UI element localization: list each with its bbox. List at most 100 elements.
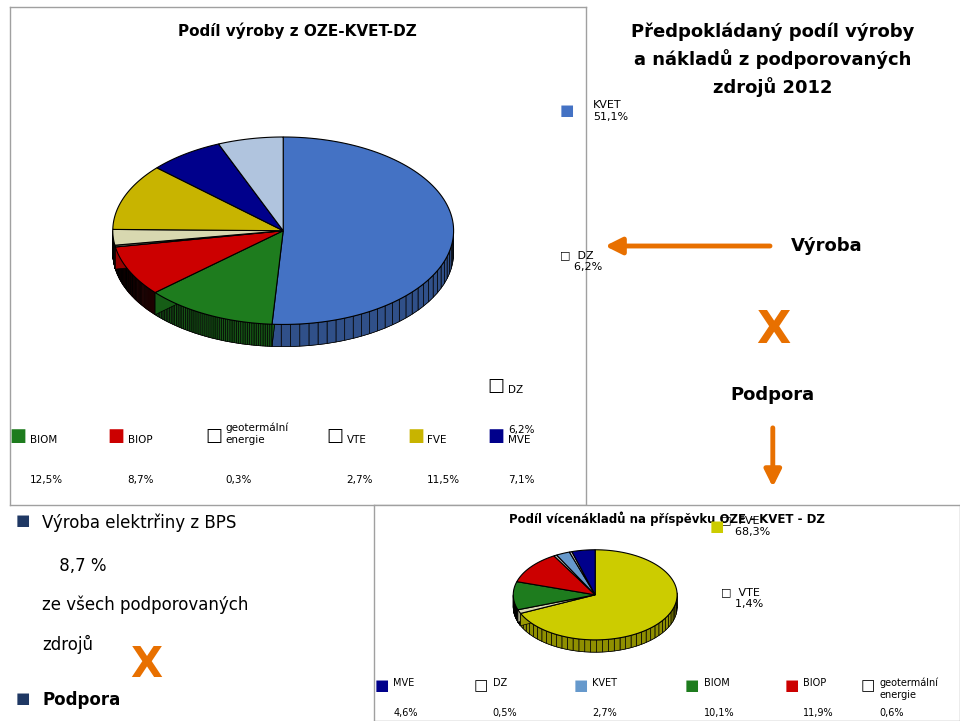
- Polygon shape: [626, 635, 631, 649]
- Text: ze všech podporovaných: ze všech podporovaných: [42, 596, 249, 614]
- Text: ■: ■: [15, 513, 30, 528]
- Text: BIOP: BIOP: [804, 678, 827, 688]
- Polygon shape: [195, 311, 197, 334]
- Polygon shape: [557, 634, 562, 648]
- Polygon shape: [272, 231, 283, 346]
- Polygon shape: [204, 314, 206, 337]
- Polygon shape: [517, 595, 595, 622]
- Text: 11,5%: 11,5%: [427, 475, 461, 485]
- Polygon shape: [222, 318, 224, 340]
- Text: □  VTE
    1,4%: □ VTE 1,4%: [721, 588, 763, 609]
- Text: ■: ■: [709, 519, 724, 534]
- Text: BIOM: BIOM: [30, 435, 57, 445]
- Polygon shape: [538, 627, 541, 641]
- Polygon shape: [596, 640, 603, 653]
- Polygon shape: [252, 323, 254, 345]
- Text: Podpora: Podpora: [42, 691, 121, 709]
- Text: geotermální
energie: geotermální energie: [226, 423, 289, 445]
- Polygon shape: [219, 317, 222, 340]
- Polygon shape: [115, 231, 283, 269]
- Text: zdrojů: zdrojů: [42, 634, 93, 653]
- Polygon shape: [671, 609, 673, 624]
- Polygon shape: [265, 324, 268, 346]
- Polygon shape: [353, 314, 362, 338]
- Text: 8,7 %: 8,7 %: [54, 557, 107, 575]
- Polygon shape: [362, 311, 370, 336]
- Polygon shape: [166, 298, 168, 322]
- Polygon shape: [171, 301, 173, 324]
- Polygon shape: [203, 314, 204, 336]
- Text: 4,6%: 4,6%: [394, 708, 418, 718]
- Polygon shape: [557, 552, 595, 595]
- Polygon shape: [530, 622, 534, 637]
- Text: Podpora: Podpora: [731, 386, 815, 404]
- Text: ■: ■: [407, 427, 424, 445]
- Polygon shape: [651, 626, 655, 640]
- Polygon shape: [261, 324, 263, 346]
- Text: FVE: FVE: [427, 435, 446, 445]
- Polygon shape: [115, 231, 283, 269]
- Polygon shape: [199, 312, 201, 335]
- Polygon shape: [219, 137, 283, 231]
- Text: ■: ■: [108, 427, 125, 445]
- Polygon shape: [614, 638, 620, 651]
- Polygon shape: [236, 321, 238, 343]
- Polygon shape: [154, 292, 156, 314]
- Text: □  FVE
    68,3%: □ FVE 68,3%: [721, 516, 771, 537]
- Polygon shape: [232, 320, 234, 342]
- Polygon shape: [551, 633, 557, 647]
- Polygon shape: [163, 297, 164, 320]
- Polygon shape: [567, 637, 573, 650]
- Polygon shape: [385, 303, 393, 328]
- Polygon shape: [254, 323, 256, 345]
- Polygon shape: [438, 266, 441, 293]
- Polygon shape: [193, 310, 195, 333]
- Polygon shape: [516, 556, 595, 595]
- Polygon shape: [175, 303, 177, 326]
- Polygon shape: [636, 632, 641, 646]
- Polygon shape: [187, 308, 189, 331]
- Polygon shape: [370, 309, 377, 334]
- Polygon shape: [523, 616, 526, 632]
- Text: 12,5%: 12,5%: [30, 475, 63, 485]
- Polygon shape: [159, 296, 161, 319]
- Polygon shape: [514, 582, 595, 610]
- Polygon shape: [245, 322, 248, 345]
- Polygon shape: [546, 631, 551, 645]
- Polygon shape: [226, 319, 228, 342]
- Polygon shape: [520, 614, 523, 629]
- Text: 10,1%: 10,1%: [704, 708, 734, 718]
- Polygon shape: [412, 288, 418, 314]
- Polygon shape: [646, 628, 651, 642]
- Polygon shape: [151, 290, 152, 313]
- Text: ■: ■: [560, 103, 574, 118]
- Text: X: X: [130, 644, 162, 686]
- Polygon shape: [161, 296, 163, 319]
- Polygon shape: [156, 231, 283, 324]
- Polygon shape: [112, 168, 283, 231]
- Polygon shape: [517, 595, 595, 614]
- Polygon shape: [248, 322, 250, 345]
- Polygon shape: [197, 311, 199, 335]
- Polygon shape: [228, 319, 229, 342]
- Polygon shape: [272, 137, 453, 324]
- Text: Podíl vícenákladů na příspěvku OZE - KVET - DZ: Podíl vícenákladů na příspěvku OZE - KVE…: [509, 511, 826, 526]
- Text: KVET
51,1%: KVET 51,1%: [593, 100, 629, 122]
- Polygon shape: [659, 621, 662, 635]
- Text: 8,7%: 8,7%: [128, 475, 155, 485]
- Polygon shape: [153, 291, 154, 314]
- Polygon shape: [156, 231, 283, 314]
- Polygon shape: [263, 324, 265, 346]
- Polygon shape: [183, 306, 185, 329]
- Text: Předpokládaný podíl výroby
a nákladů z podporovaných
zdrojů 2012: Předpokládaný podíl výroby a nákladů z p…: [631, 22, 915, 97]
- Text: ■: ■: [784, 678, 799, 693]
- Polygon shape: [201, 313, 203, 335]
- Text: geotermální
energie: geotermální energie: [879, 678, 938, 700]
- Polygon shape: [441, 261, 444, 288]
- Polygon shape: [327, 320, 336, 343]
- Polygon shape: [189, 309, 191, 332]
- Text: 6,2%: 6,2%: [508, 425, 535, 435]
- Text: VTE: VTE: [347, 435, 367, 445]
- Polygon shape: [520, 595, 595, 626]
- Polygon shape: [520, 549, 677, 640]
